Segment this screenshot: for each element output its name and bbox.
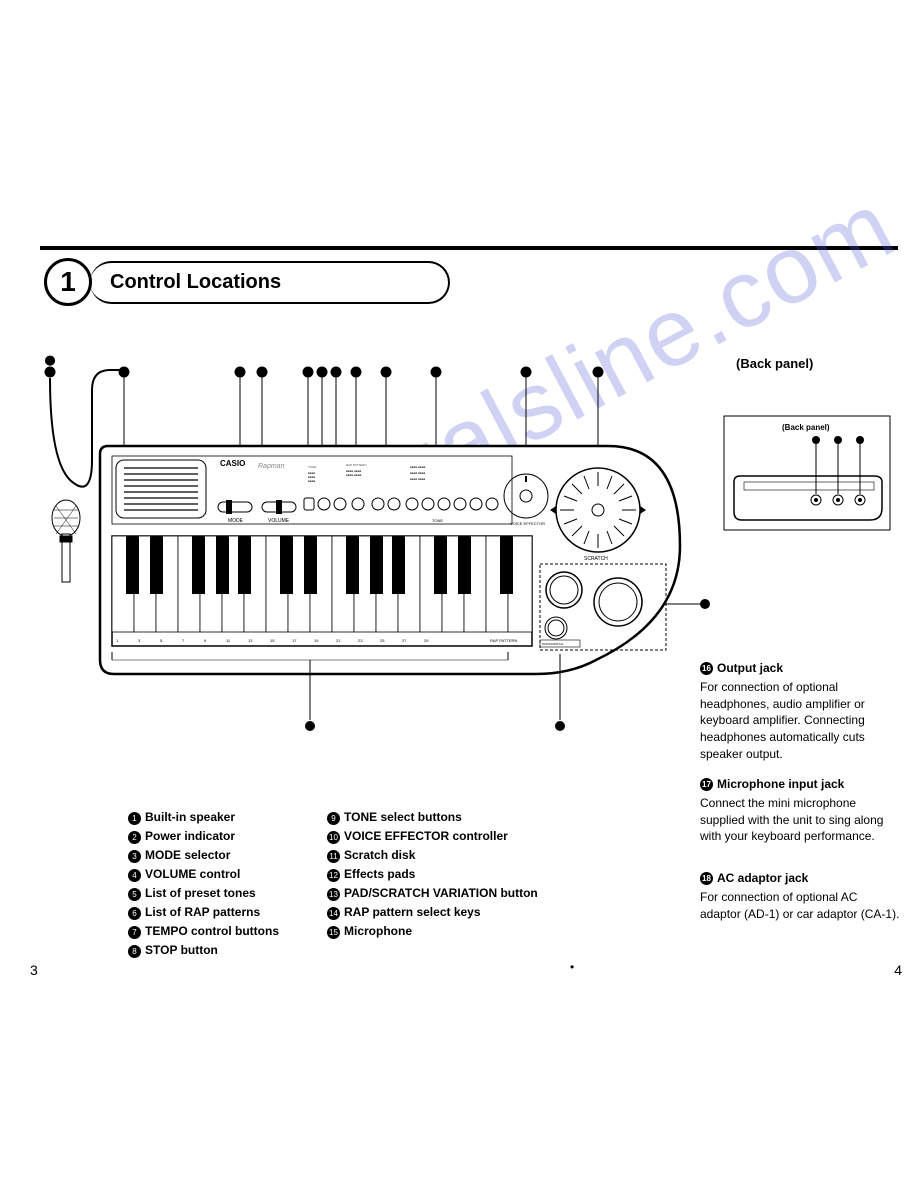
svg-text:■■■■ ■■■■: ■■■■ ■■■■ (410, 477, 426, 481)
legend-num: 1 (128, 812, 141, 825)
back-panel-diagram: (Back panel) ⠀⠀⠀⠀⠀⠀⠀⠀⠀⠀⠀⠀⠀⠀ (720, 380, 900, 550)
section-number: 1 (44, 258, 92, 306)
page-number-right: 4 (894, 962, 902, 978)
svg-text:PAD/SCRATCH: PAD/SCRATCH (542, 642, 563, 646)
svg-text:⬤: ⬤ (45, 355, 55, 366)
svg-text:■■■■: ■■■■ (308, 479, 315, 483)
svg-text:RAP PATTERN: RAP PATTERN (346, 463, 367, 467)
svg-text:17: 17 (292, 638, 297, 643)
center-mark: • (570, 960, 574, 974)
svg-text:MODE: MODE (228, 518, 244, 524)
svg-text:21: 21 (336, 638, 341, 643)
svg-text:TONE: TONE (308, 465, 316, 469)
svg-text:23: 23 (358, 638, 363, 643)
svg-text:■■■■ ■■■■: ■■■■ ■■■■ (410, 471, 426, 475)
svg-text:15: 15 (270, 638, 275, 643)
legend-col-2: 9TONE select buttons 10VOICE EFFECTOR co… (327, 810, 538, 958)
legend: 1Built-in speaker 2Power indicator 3MODE… (128, 810, 538, 958)
ac-jack-section: 18AC adaptor jack For connection of opti… (700, 870, 900, 922)
svg-text:■■■■ ■■■■: ■■■■ ■■■■ (346, 473, 362, 477)
section-header: 1 Control Locations (44, 258, 450, 306)
svg-text:Rapman: Rapman (258, 463, 285, 470)
output-jack-section: 16Output jack For connection of optional… (700, 660, 900, 763)
svg-text:SCRATCH: SCRATCH (584, 556, 608, 562)
page-border (40, 246, 898, 250)
mic-jack-section: 17Microphone input jack Connect the mini… (700, 776, 900, 845)
svg-text:25: 25 (380, 638, 385, 643)
keyboard-diagram: ⬤ CASIO Rapman MODE (40, 350, 720, 790)
section-title: Control Locations (90, 261, 450, 304)
brand-label: CASIO (220, 459, 245, 468)
svg-text:13: 13 (248, 638, 253, 643)
legend-col-1: 1Built-in speaker 2Power indicator 3MODE… (128, 810, 279, 958)
svg-text:19: 19 (314, 638, 319, 643)
svg-text:TONE: TONE (432, 518, 443, 523)
page-number-left: 3 (30, 962, 38, 978)
svg-text:VOICE EFFECTOR: VOICE EFFECTOR (510, 521, 545, 526)
svg-text:29: 29 (424, 638, 429, 643)
svg-text:■■■■ ■■■■: ■■■■ ■■■■ (410, 465, 426, 469)
back-panel-label: (Back panel) (736, 356, 813, 371)
svg-text:⠀⠀⠀⠀⠀⠀⠀⠀⠀⠀⠀⠀⠀⠀: ⠀⠀⠀⠀⠀⠀⠀⠀⠀⠀⠀⠀⠀⠀ (760, 536, 822, 542)
svg-text:VOLUME: VOLUME (268, 518, 290, 524)
svg-text:(Back panel): (Back panel) (782, 423, 830, 432)
svg-text:RAP PATTERN: RAP PATTERN (490, 638, 517, 643)
svg-text:27: 27 (402, 638, 407, 643)
